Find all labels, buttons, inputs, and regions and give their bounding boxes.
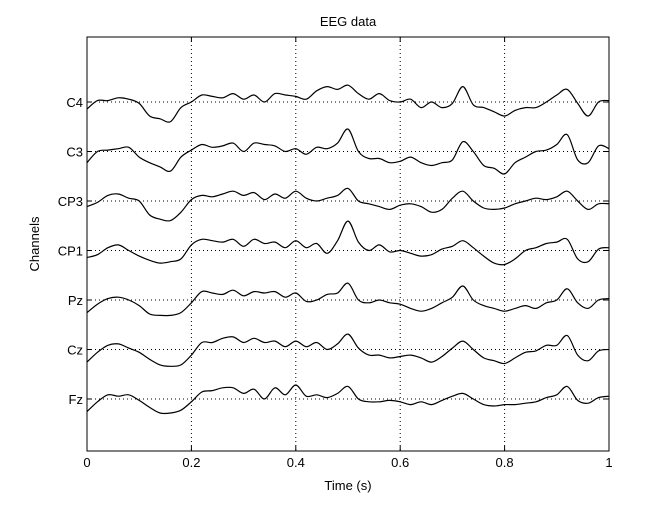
- x-tick-label: 0: [83, 455, 90, 470]
- axes-box: [86, 36, 610, 452]
- y-tick-labels: C4 C3 CP3 CP1 Pz Cz Fz: [58, 95, 83, 407]
- x-tick-label: 0.6: [391, 455, 409, 470]
- channel-label-cp3: CP3: [58, 194, 83, 209]
- channel-label-c4: C4: [66, 95, 83, 110]
- trace-c4: [86, 84, 610, 123]
- trace-cz: [86, 333, 610, 367]
- trace-cp3: [86, 187, 610, 222]
- x-tick-label: 1: [605, 455, 612, 470]
- trace-cp1: [86, 220, 610, 266]
- plot-background: [87, 37, 609, 451]
- channel-label-fz: Fz: [69, 392, 83, 407]
- axis-ticks: [86, 37, 610, 451]
- x-tick-label: 0.2: [182, 455, 200, 470]
- trace-fz: [86, 384, 610, 415]
- channel-label-pz: Pz: [68, 293, 83, 308]
- trace-pz: [86, 282, 610, 317]
- x-axis-label: Time (s): [324, 478, 371, 493]
- x-tick-label: 0.8: [496, 455, 514, 470]
- x-tick-labels: 0 0.2 0.4 0.6 0.8 1: [83, 455, 612, 470]
- channel-label-cp1: CP1: [58, 244, 83, 259]
- x-tick-label: 0.4: [287, 455, 305, 470]
- chart-title: EEG data: [320, 14, 377, 29]
- y-axis-label: Channels: [27, 216, 42, 271]
- channel-label-cz: Cz: [67, 343, 83, 358]
- channel-label-c3: C3: [66, 145, 83, 160]
- trace-c3: [86, 128, 610, 175]
- grid-lines: [87, 37, 609, 451]
- eeg-traces: [86, 84, 610, 415]
